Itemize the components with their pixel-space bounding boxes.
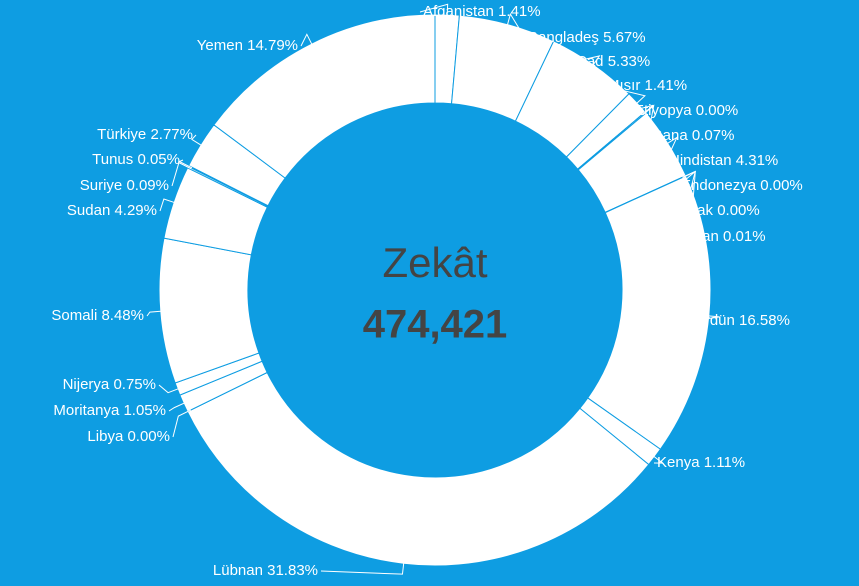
- category-name: Lübnan: [213, 562, 263, 579]
- value-label: 0.00%: [696, 102, 739, 119]
- slice-label: Sudan 4.29%: [67, 202, 157, 219]
- value-label: 4.31%: [736, 152, 779, 169]
- leader-line: [159, 198, 178, 212]
- value-label: 0.00%: [127, 428, 170, 445]
- slice: [186, 371, 650, 567]
- leader-line: [506, 12, 526, 39]
- leader-line: [158, 384, 182, 394]
- category-name: Endonezya: [681, 177, 757, 194]
- category-name: Sudan: [67, 202, 110, 219]
- category-name: Kenya: [657, 454, 700, 471]
- slice-label: Bangladeş 5.67%: [528, 29, 646, 46]
- leader-line: [630, 104, 654, 115]
- category-name: Moritanya: [53, 402, 120, 419]
- value-label: 16.58%: [739, 312, 790, 329]
- category-name: Tunus: [92, 151, 133, 168]
- value-label: 0.00%: [717, 202, 760, 219]
- value-label: 0.01%: [723, 228, 766, 245]
- value-label: 1.41%: [645, 77, 688, 94]
- value-label: 1.11%: [704, 454, 745, 471]
- leader-line: [320, 560, 405, 575]
- value-label: 31.83%: [267, 562, 318, 579]
- slice-label: Hindistan 4.31%: [669, 152, 778, 169]
- value-label: 0.75%: [113, 376, 156, 393]
- center-title: Zekât: [382, 239, 487, 286]
- leader-line: [146, 310, 164, 317]
- slice-label: Ürdün 16.58%: [694, 311, 790, 329]
- value-label: 0.00%: [760, 177, 803, 194]
- category-name: Nijerya: [63, 376, 110, 393]
- leader-line: [642, 104, 655, 137]
- leader-line: [664, 136, 679, 162]
- slice-label: Mısır 1.41%: [607, 77, 687, 94]
- category-name: Yemen: [197, 37, 243, 54]
- category-name: Etiyopya: [634, 102, 692, 119]
- leader-line: [171, 161, 192, 187]
- slice-label: Irak 0.00%: [688, 202, 760, 219]
- slice-label: Tunus 0.05%: [92, 151, 180, 168]
- slice-label: Kenya 1.11%: [657, 454, 745, 471]
- leader-line: [178, 159, 193, 169]
- value-label: 5.33%: [608, 53, 651, 70]
- slice-label: Çad 5.33%: [576, 53, 650, 70]
- category-name: Libya: [87, 428, 124, 445]
- slice-label: Etiyopya 0.00%: [634, 102, 738, 119]
- category-name: Gana: [651, 127, 688, 144]
- slice-label: Yemen 14.79%: [197, 37, 298, 54]
- slice-label: İran 0.01%: [693, 227, 766, 245]
- category-name: Türkiye: [97, 126, 146, 143]
- category-name: Çad: [576, 53, 604, 70]
- leader-line: [172, 409, 192, 438]
- category-name: Hindistan: [669, 152, 732, 169]
- value-label: 2.77%: [150, 126, 193, 143]
- slice-label: Afganistan 1.41%: [423, 3, 541, 20]
- category-name: Irak: [688, 202, 714, 219]
- value-label: 0.07%: [692, 127, 735, 144]
- value-label: 14.79%: [247, 37, 298, 54]
- slice-label: Lübnan 31.83%: [213, 562, 318, 579]
- slice-label: Libya 0.00%: [87, 428, 170, 445]
- slice-label: Moritanya 1.05%: [53, 402, 166, 419]
- labels: Afganistan 1.41% Bangladeş 5.67% Çad 5.33%…: [51, 3, 802, 579]
- value-label: 8.48%: [101, 307, 144, 324]
- category-name: Bangladeş: [528, 29, 599, 46]
- leader-line: [572, 55, 601, 68]
- category-name: İran: [693, 227, 719, 245]
- value-label: 4.29%: [114, 202, 157, 219]
- category-name: Afganistan: [423, 3, 494, 20]
- center-value: 474,421: [363, 303, 508, 347]
- category-name: Ürdün: [694, 311, 735, 329]
- leader-line: [419, 3, 449, 19]
- leader-line: [168, 401, 188, 412]
- slice-label: Türkiye 2.77%: [97, 126, 193, 143]
- value-label: 0.05%: [137, 151, 180, 168]
- slice-label: Somali 8.48%: [51, 307, 144, 324]
- leader-line: [300, 33, 314, 48]
- slice-label: Gana 0.07%: [651, 127, 734, 144]
- leader-line: [603, 85, 646, 106]
- value-label: 5.67%: [603, 29, 646, 46]
- category-name: Somali: [51, 307, 97, 324]
- slice: [213, 13, 436, 179]
- value-label: 1.05%: [123, 402, 166, 419]
- category-name: Mısır: [607, 77, 640, 94]
- slice-label: Nijerya 0.75%: [63, 376, 156, 393]
- leader-line: [651, 454, 665, 464]
- leader-line: [191, 134, 205, 148]
- category-name: Suriye: [80, 177, 123, 194]
- slices: [158, 13, 712, 567]
- slice-label: Suriye 0.09%: [80, 177, 169, 194]
- leader-line: [690, 315, 720, 322]
- leader-line: [682, 170, 696, 238]
- value-label: 1.41%: [498, 3, 541, 20]
- slice-label: Endonezya 0.00%: [681, 177, 803, 194]
- value-label: 0.09%: [126, 177, 169, 194]
